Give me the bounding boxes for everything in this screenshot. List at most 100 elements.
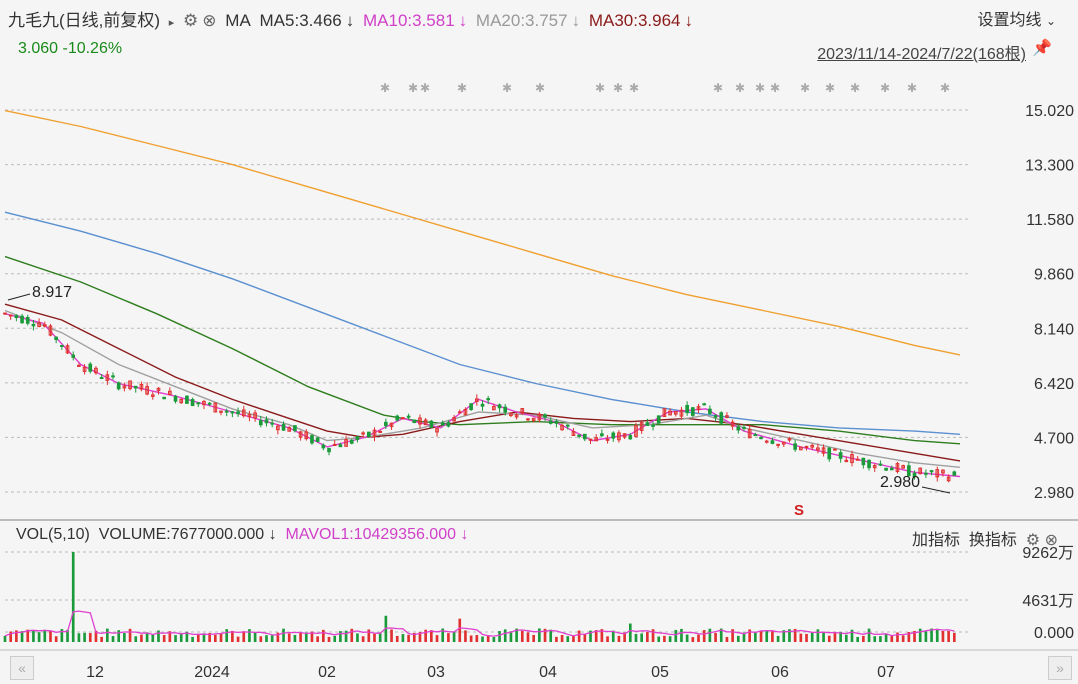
candle-body (662, 408, 667, 418)
candle-body (781, 441, 786, 445)
candle-body (611, 432, 616, 439)
candle-body (389, 422, 394, 428)
event-marker-icon[interactable]: ✱ (850, 81, 860, 95)
candle-body (264, 419, 269, 424)
candle-body (736, 426, 741, 431)
volume-bar (663, 635, 666, 642)
date-range[interactable]: 2023/11/14-2024/7/22(168根) (817, 46, 1026, 63)
candle-body (384, 421, 388, 427)
x-tick-label: 12 (86, 664, 104, 681)
volume-bar (634, 633, 638, 642)
candle-body (838, 452, 843, 459)
candle-body (293, 425, 297, 432)
scroll-left-button[interactable]: « (10, 656, 34, 680)
gear-icon[interactable]: ⚙ (183, 11, 199, 30)
x-tick-label: 06 (771, 664, 789, 681)
event-marker-icon[interactable]: ✱ (940, 81, 950, 95)
event-marker-icon[interactable]: ✱ (535, 81, 545, 95)
ma10-down-arrow: ↓ (458, 11, 468, 30)
event-marker-icon[interactable]: ✱ (408, 81, 418, 95)
volume-bar (196, 634, 200, 642)
ma5-line (4, 313, 961, 478)
close-icon[interactable]: ⊗ (1044, 532, 1058, 549)
candle-body (526, 418, 530, 421)
candle-body (759, 436, 763, 440)
switch-indicator-button[interactable]: 换指标 (968, 532, 1017, 549)
candle-body (287, 427, 292, 432)
event-marker-icon[interactable]: ✱ (502, 81, 512, 95)
candle-body (304, 431, 309, 440)
signal-s-marker: S (794, 502, 804, 519)
event-marker-icon[interactable]: ✱ (825, 81, 835, 95)
event-marker-icon[interactable]: ✱ (613, 81, 623, 95)
candle-body (452, 417, 456, 422)
volume-bar (719, 628, 723, 642)
event-marker-icon[interactable]: ✱ (380, 81, 390, 95)
candle-body (901, 465, 905, 469)
volume-bar (418, 632, 422, 642)
volume-bar (879, 636, 882, 642)
candle-body (270, 422, 274, 425)
event-marker-icon[interactable]: ✱ (907, 81, 917, 95)
ma120-line (4, 211, 961, 435)
candle-body (628, 435, 633, 440)
event-marker-icon[interactable]: ✱ (755, 81, 765, 95)
candle-body (412, 419, 417, 424)
candle-body (168, 390, 172, 396)
candle-body (702, 403, 707, 406)
candle-body (71, 354, 76, 358)
volume-bar (520, 630, 524, 642)
event-marker-icon[interactable]: ✱ (880, 81, 890, 95)
gear-icon[interactable]: ⚙ (1025, 532, 1041, 549)
event-marker-icon[interactable]: ✱ (713, 81, 723, 95)
candle-body (912, 472, 917, 478)
candle-body (213, 402, 218, 413)
event-marker-icon[interactable]: ✱ (629, 81, 639, 95)
volume-bar (628, 623, 632, 642)
candle-body (799, 446, 803, 451)
candle-body (3, 312, 7, 315)
triangle-right-icon[interactable]: ▸ (168, 17, 175, 29)
candle-body (139, 383, 144, 390)
candle-body (554, 420, 559, 424)
candle-body (486, 398, 491, 401)
candle-body (440, 422, 445, 426)
candle-body (941, 469, 945, 474)
settings-ma-button[interactable]: 设置均线 ⌄ (977, 6, 1056, 30)
candle-body (816, 447, 820, 451)
event-marker-icon[interactable]: ✱ (457, 81, 467, 95)
event-marker-icon[interactable]: ✱ (770, 81, 780, 95)
scroll-right-button[interactable]: » (1048, 656, 1072, 680)
event-marker-icon[interactable]: ✱ (595, 81, 605, 95)
candle-body (219, 410, 223, 413)
volume-bar (731, 629, 734, 642)
candle-body (679, 409, 684, 417)
volume-y-tick-label: 0.000 (1034, 625, 1074, 642)
volume-bar (742, 632, 746, 642)
add-indicator-button[interactable]: 加指标 (911, 532, 960, 549)
candle-body (850, 454, 854, 464)
candle-body (861, 457, 866, 466)
volume-bar (435, 635, 439, 642)
candle-body (321, 444, 326, 449)
candle-body (366, 431, 371, 438)
event-marker-icon[interactable]: ✱ (800, 81, 810, 95)
volume-tools: 加指标 换指标 ⚙ ⊗ (912, 526, 1058, 550)
event-marker-icon[interactable]: ✱ (735, 81, 745, 95)
candle-body (605, 438, 610, 441)
volume-bar (844, 634, 848, 642)
volume-bar (526, 632, 530, 642)
volume-header: VOL(5,10) VOLUME:7677000.000 ↓ MAVOL1:10… (16, 526, 468, 544)
event-marker-icon[interactable]: ✱ (420, 81, 430, 95)
volume-bar (356, 633, 359, 642)
candle-body (344, 439, 348, 447)
volume-bar (867, 628, 871, 642)
pin-icon[interactable]: 📌 (1032, 40, 1052, 57)
volume-bar (32, 630, 35, 642)
candle-body (332, 443, 337, 447)
volume-bar (270, 635, 274, 642)
close-icon[interactable]: ⊗ (202, 11, 217, 30)
candle-body (793, 443, 797, 450)
volume-bar (668, 636, 672, 642)
